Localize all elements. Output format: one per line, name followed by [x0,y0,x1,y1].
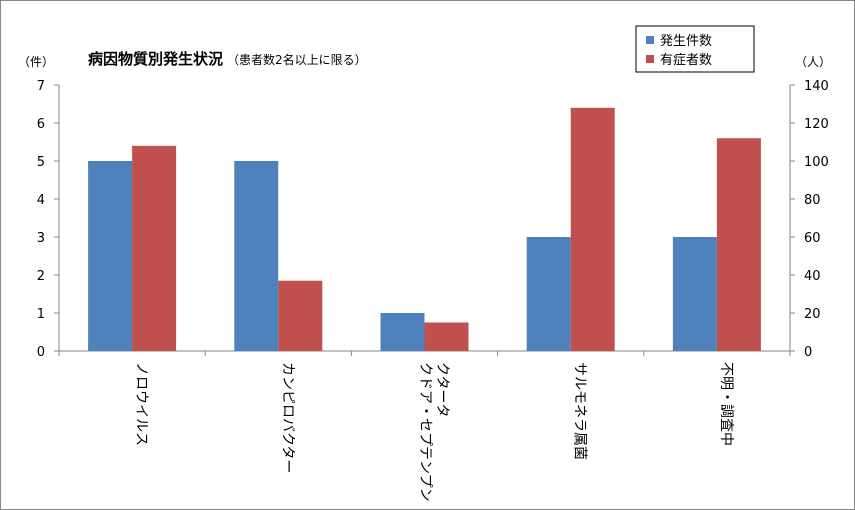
category-label: クドア・セプテンプン [417,362,433,502]
chart-title-main: 病因物質別発生状況 [88,50,223,68]
bar-cases [526,237,571,351]
left-tick-label: 7 [37,79,45,94]
right-tick-label: 60 [804,231,821,246]
legend-box [635,25,755,73]
bar-patients [716,138,761,351]
right-tick-label: 140 [804,79,829,94]
bar-cases [234,161,279,351]
left-axis-unit: （件） [18,55,54,69]
category-label: 不明・調査中 [718,362,734,446]
legend-label: 発生件数 [660,34,712,49]
bar-patients [570,107,615,351]
left-tick-label: 3 [37,231,45,246]
bar-cases [380,313,425,351]
right-axis-unit: （人） [795,55,831,69]
category-labels: ノロウイルス カンピロバクター クドア・セプテンプン クタータ サルモネラ属菌 不明・調査… [133,362,734,502]
bar-patients [424,322,469,351]
category-label: クタータ [434,362,450,417]
chart-subtitle: （患者数2名以上に限る） [227,52,367,67]
right-tick-label: 40 [804,269,821,284]
category-label: ノロウイルス [133,362,149,446]
legend-label: 有症者数 [660,53,712,68]
category-label: カンピロバクター [279,362,295,473]
left-tick-label: 2 [37,269,45,284]
left-tick-label: 6 [37,117,45,132]
bar-cases [88,161,133,351]
right-tick-label: 100 [804,155,829,170]
tick-labels: 0 1 2 3 4 5 6 7 0 20 40 60 80 100 120 140 [37,79,829,360]
bar-patients [132,145,177,351]
category-label: サルモネラ属菌 [572,362,588,460]
right-tick-label: 20 [804,307,821,322]
legend-swatch [646,36,654,44]
bars [88,107,761,351]
right-tick-label: 0 [804,345,812,360]
right-tick-label: 80 [804,193,821,208]
left-tick-label: 4 [37,193,45,208]
left-tick-label: 5 [37,155,45,170]
chart-title: 病因物質別発生状況 （患者数2名以上に限る） [88,50,367,68]
right-tick-label: 120 [804,117,829,132]
legend-swatch [646,55,654,63]
left-tick-label: 0 [37,345,45,360]
left-tick-label: 1 [37,307,45,322]
bar-cases [672,237,717,351]
bar-patients [278,280,323,351]
